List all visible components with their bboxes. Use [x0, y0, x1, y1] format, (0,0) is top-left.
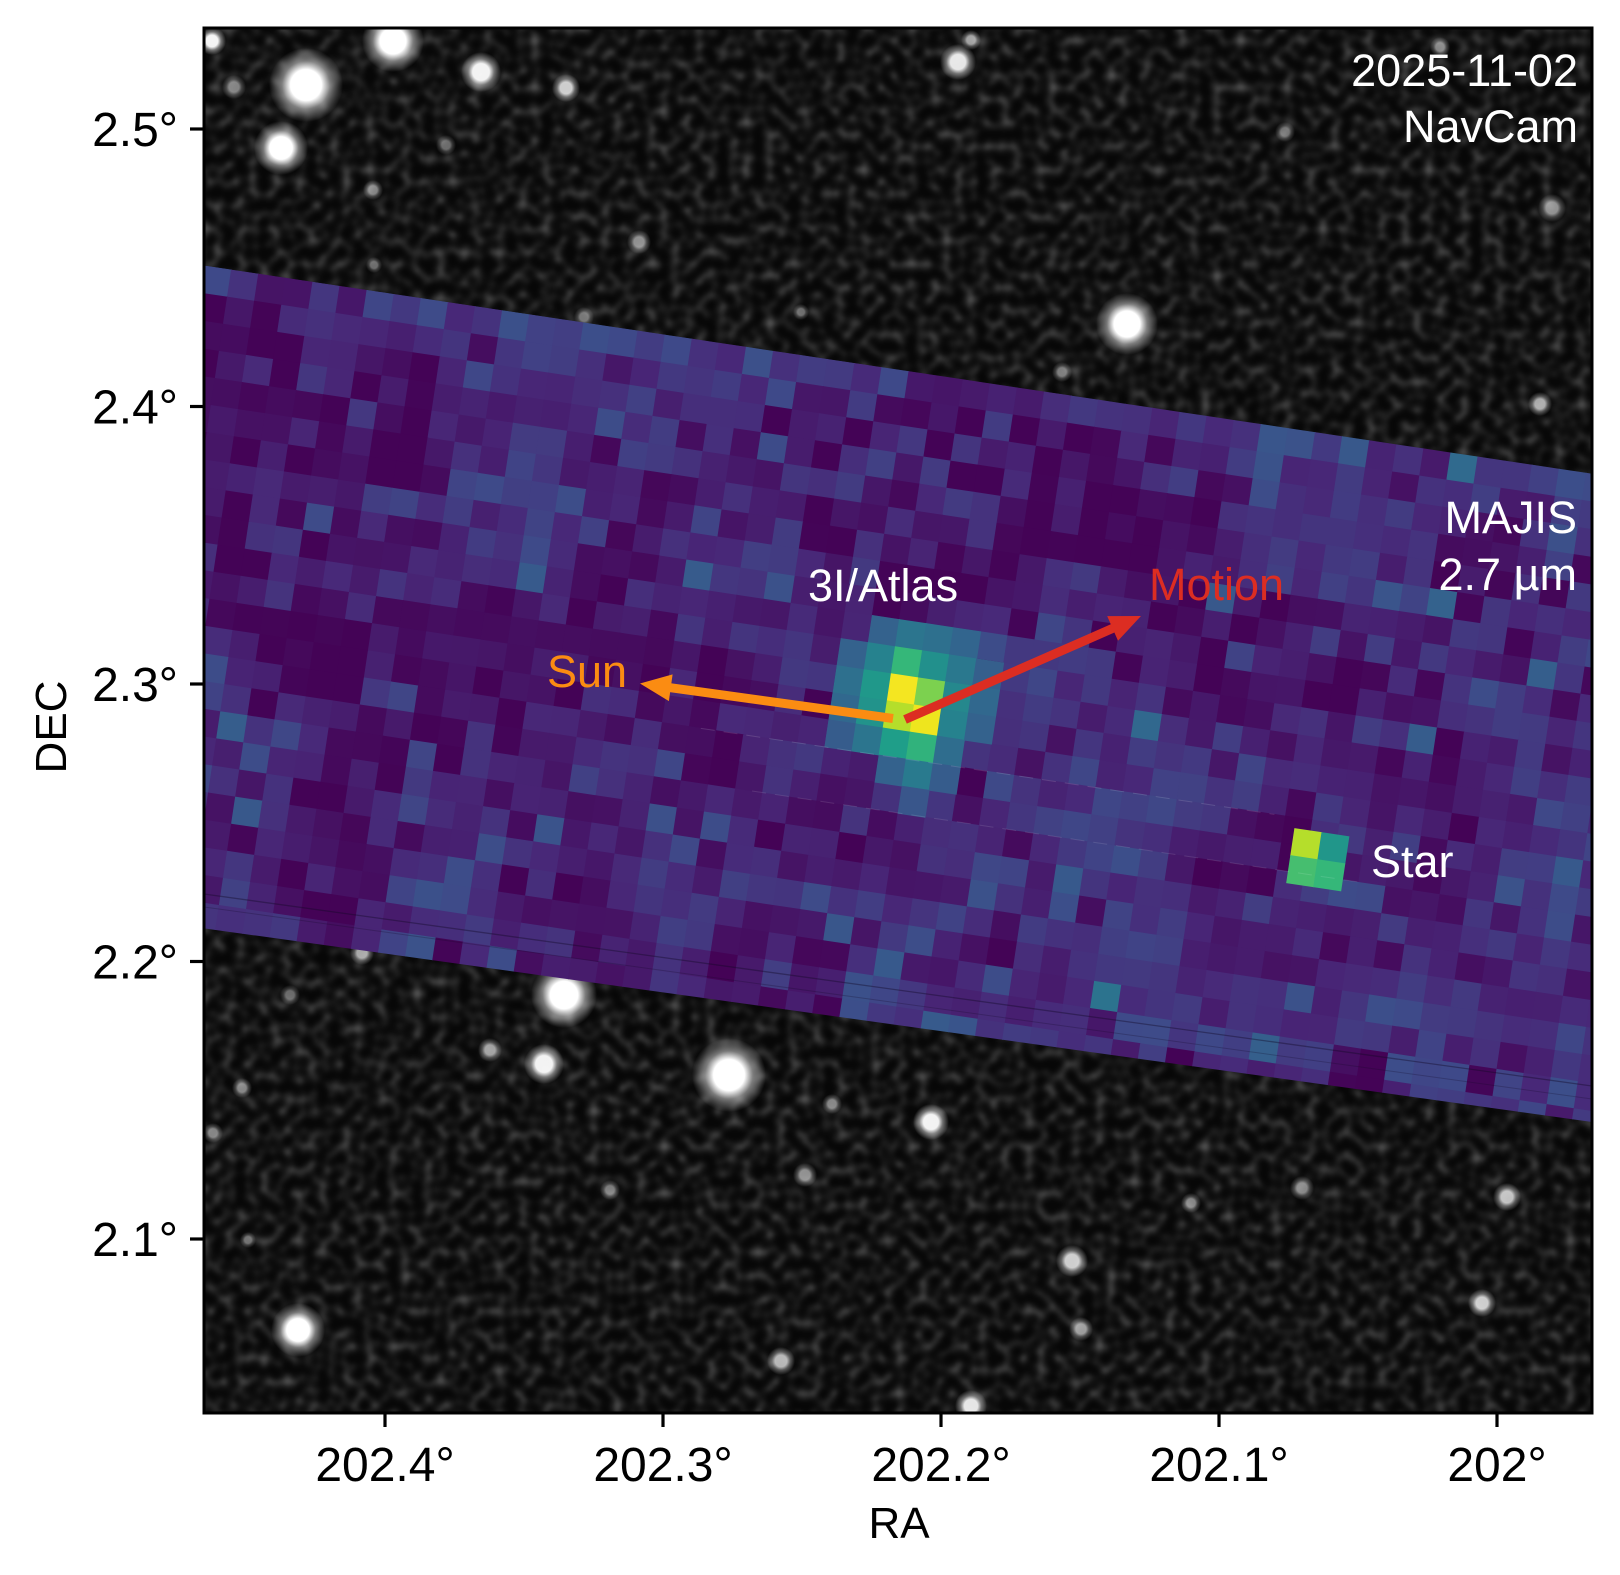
svg-text:202.1°: 202.1° — [1149, 1439, 1288, 1492]
svg-text:RA: RA — [868, 1499, 930, 1548]
svg-text:202.2°: 202.2° — [871, 1439, 1010, 1492]
svg-text:202.4°: 202.4° — [315, 1439, 454, 1492]
svg-text:Star: Star — [1371, 836, 1454, 887]
svg-text:2.1°: 2.1° — [92, 1214, 178, 1267]
svg-text:2.4°: 2.4° — [92, 382, 178, 435]
svg-text:2.3°: 2.3° — [92, 659, 178, 712]
svg-text:202.3°: 202.3° — [593, 1439, 732, 1492]
svg-text:2.5°: 2.5° — [92, 104, 178, 157]
svg-text:Motion: Motion — [1149, 559, 1284, 610]
svg-text:2.7 µm: 2.7 µm — [1439, 549, 1577, 600]
svg-text:2025-11-02: 2025-11-02 — [1351, 45, 1578, 96]
svg-text:Sun: Sun — [547, 646, 627, 697]
svg-text:MAJIS: MAJIS — [1444, 492, 1577, 543]
svg-text:DEC: DEC — [27, 681, 76, 774]
svg-text:NavCam: NavCam — [1403, 101, 1578, 152]
svg-text:202°: 202° — [1447, 1439, 1546, 1492]
svg-text:2.2°: 2.2° — [92, 937, 178, 990]
svg-text:3I/Atlas: 3I/Atlas — [808, 560, 958, 611]
